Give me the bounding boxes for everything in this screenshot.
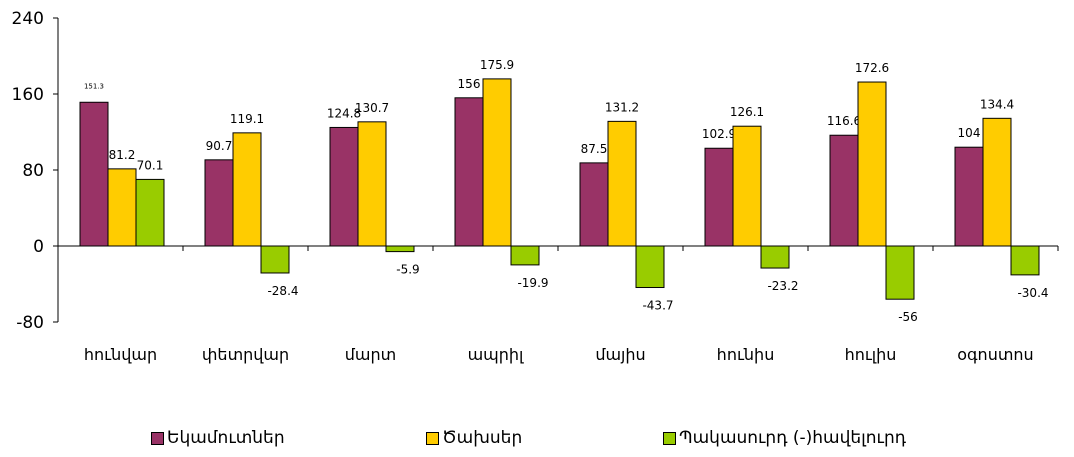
y-tick-label: -80 [16, 313, 44, 333]
bar [857, 81, 887, 247]
data-label: 104 [958, 126, 981, 140]
data-label: -23.2 [767, 279, 798, 293]
y-tick-label: 160 [12, 85, 44, 105]
y-tick-label: 240 [12, 9, 44, 29]
bar [982, 117, 1012, 247]
x-tick-label: փետրվար [202, 345, 289, 364]
data-label: 156 [458, 77, 481, 91]
x-tick-label: ապրիլ [468, 345, 524, 364]
data-label: -28.4 [267, 284, 298, 298]
bar [329, 126, 359, 247]
y-tick-label: 80 [22, 161, 44, 181]
x-tick-label: մարտ [345, 345, 396, 364]
legend-swatch [426, 431, 439, 445]
data-label: -56 [898, 310, 918, 324]
legend-label: Եկամուտներ [167, 428, 285, 448]
legend-swatch [663, 431, 676, 445]
data-label: 87.5 [581, 142, 608, 156]
bar [260, 245, 290, 274]
legend-item: Եկամուտներ [151, 426, 285, 450]
bar [1010, 245, 1040, 276]
data-label: -43.7 [642, 299, 673, 313]
bar [579, 162, 609, 247]
data-label: 90.7 [206, 139, 233, 153]
bar [635, 245, 665, 289]
data-label: -5.9 [396, 263, 419, 277]
data-label: 70.1 [137, 158, 164, 172]
bar [79, 101, 109, 247]
bar [107, 168, 137, 247]
data-label: 81.2 [109, 148, 136, 162]
legend-swatch [151, 431, 164, 445]
legend-item: Ծախսեր [426, 426, 522, 450]
legend-label: Պակասուրդ (-)հավելուրդ [679, 428, 906, 448]
data-label: 130.7 [355, 101, 389, 115]
data-label: 151.3 [84, 82, 104, 90]
bar [482, 78, 512, 247]
bar [760, 245, 790, 269]
data-label: 116.6 [827, 114, 861, 128]
bar [829, 134, 859, 247]
y-tick-label: 0 [33, 237, 44, 257]
data-label: 119.1 [230, 112, 264, 126]
bar [954, 146, 984, 247]
x-tick-label: հունվար [84, 345, 157, 364]
bar [135, 178, 165, 247]
data-label: 172.6 [855, 61, 889, 75]
data-label: 126.1 [730, 105, 764, 119]
bar [704, 147, 734, 247]
data-label: 102.9 [702, 127, 736, 141]
data-label: 175.9 [480, 58, 514, 72]
bar [885, 245, 915, 300]
bar [232, 132, 262, 247]
data-label: 124.8 [327, 106, 361, 120]
data-label: -30.4 [1017, 286, 1048, 300]
legend-item: Պակասուրդ (-)հավելուրդ [663, 426, 906, 450]
bar [385, 245, 415, 253]
x-tick-label: հունիս [717, 345, 775, 364]
bar [510, 245, 540, 266]
x-tick-label: մայիս [595, 345, 645, 364]
x-tick-label: հուլիս [845, 345, 897, 364]
bar [607, 120, 637, 247]
x-tick-label: օգոստոս [957, 345, 1033, 364]
bar [454, 97, 484, 247]
data-label: 134.4 [980, 97, 1014, 111]
data-label: -19.9 [517, 276, 548, 290]
bar [357, 121, 387, 247]
bar [204, 159, 234, 247]
legend-label: Ծախսեր [442, 428, 523, 448]
data-label: 131.2 [605, 100, 639, 114]
bar [732, 125, 762, 247]
